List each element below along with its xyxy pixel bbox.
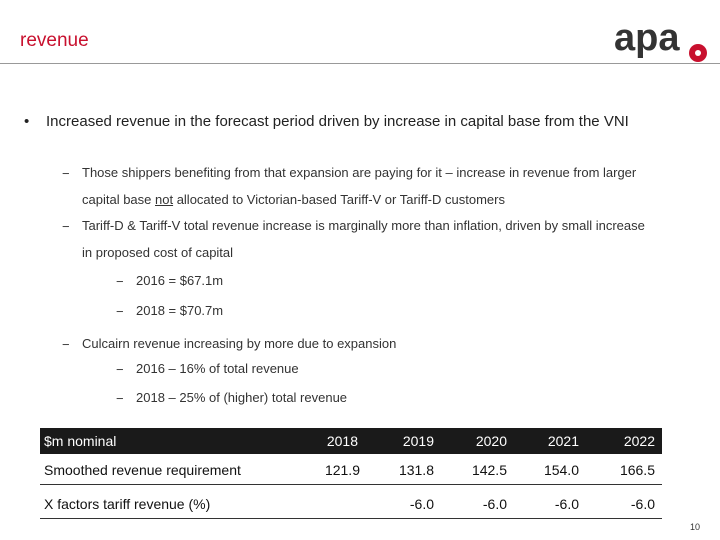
sub-bullet-2-line2: in proposed cost of capital	[82, 245, 234, 260]
logo-dot-center	[695, 50, 701, 56]
table-header-cell: 2022	[623, 433, 655, 449]
main-bullet: • Increased revenue in the forecast peri…	[24, 110, 629, 134]
sub-bullet-dash: −	[62, 219, 70, 234]
table-header-row: $m nominal 2018 2019 2020 2021 2022	[40, 428, 662, 454]
table-cell: 154.0	[543, 462, 579, 478]
table-cell: 131.8	[398, 462, 434, 478]
sub-sub-dash: −	[116, 362, 124, 377]
sub-sub-dash: −	[116, 274, 124, 289]
sub-sub-bullet-1: 2016 = $67.1m	[136, 273, 224, 288]
table-cell: -6.0	[482, 496, 507, 512]
bullet-symbol: •	[24, 113, 30, 130]
table-cell: -6.0	[409, 496, 434, 512]
table-cell: 166.5	[619, 462, 655, 478]
table-header-cell: 2021	[547, 433, 579, 449]
table-header-cell: 2020	[475, 433, 507, 449]
sub-sub-dash: −	[116, 304, 124, 319]
table-cell: 121.9	[324, 462, 360, 478]
table-header-cell: 2018	[326, 433, 358, 449]
sub-sub-dash: −	[116, 391, 124, 406]
sub-sub-bullet-2: 2018 = $70.7m	[136, 303, 224, 318]
sub-bullet-2-line1: Tariff-D & Tariff-V total revenue increa…	[82, 218, 645, 233]
sub-bullet-3: Culcairn revenue increasing by more due …	[82, 336, 397, 351]
sub-bullet-1-line2: capital base not allocated to Victorian-…	[82, 192, 505, 207]
apa-logo: apa	[614, 17, 707, 62]
sub-sub-bullet-3: 2016 – 16% of total revenue	[136, 361, 299, 376]
title-divider	[0, 63, 720, 64]
page-number: 10	[690, 522, 701, 532]
sub-bullet-dash: −	[62, 337, 70, 352]
sub-bullet-1: Those shippers benefiting from that expa…	[82, 159, 702, 213]
sub-bullet-dash: −	[62, 166, 70, 181]
table-header-label: $m nominal	[44, 433, 117, 449]
logo-wordmark: apa	[614, 17, 680, 59]
table-cell: -6.0	[630, 496, 655, 512]
main-bullet-text: Increased revenue in the forecast period…	[46, 113, 629, 130]
table-row-label: Smoothed revenue requirement	[44, 462, 241, 478]
sub-sub-bullet-4: 2018 – 25% of (higher) total revenue	[136, 390, 348, 405]
table-cell: 142.5	[471, 462, 507, 478]
table-cell: -6.0	[554, 496, 579, 512]
slide-title: revenue	[20, 30, 89, 51]
sub-bullet-1-line1: Those shippers benefiting from that expa…	[82, 165, 637, 180]
table-bottom-border	[40, 518, 662, 519]
table-header-cell: 2019	[402, 433, 434, 449]
table-row-divider	[40, 484, 662, 485]
table-row-label: X factors tariff revenue (%)	[44, 496, 211, 512]
sub-bullet-2: Tariff-D & Tariff-V total revenue increa…	[82, 212, 702, 266]
